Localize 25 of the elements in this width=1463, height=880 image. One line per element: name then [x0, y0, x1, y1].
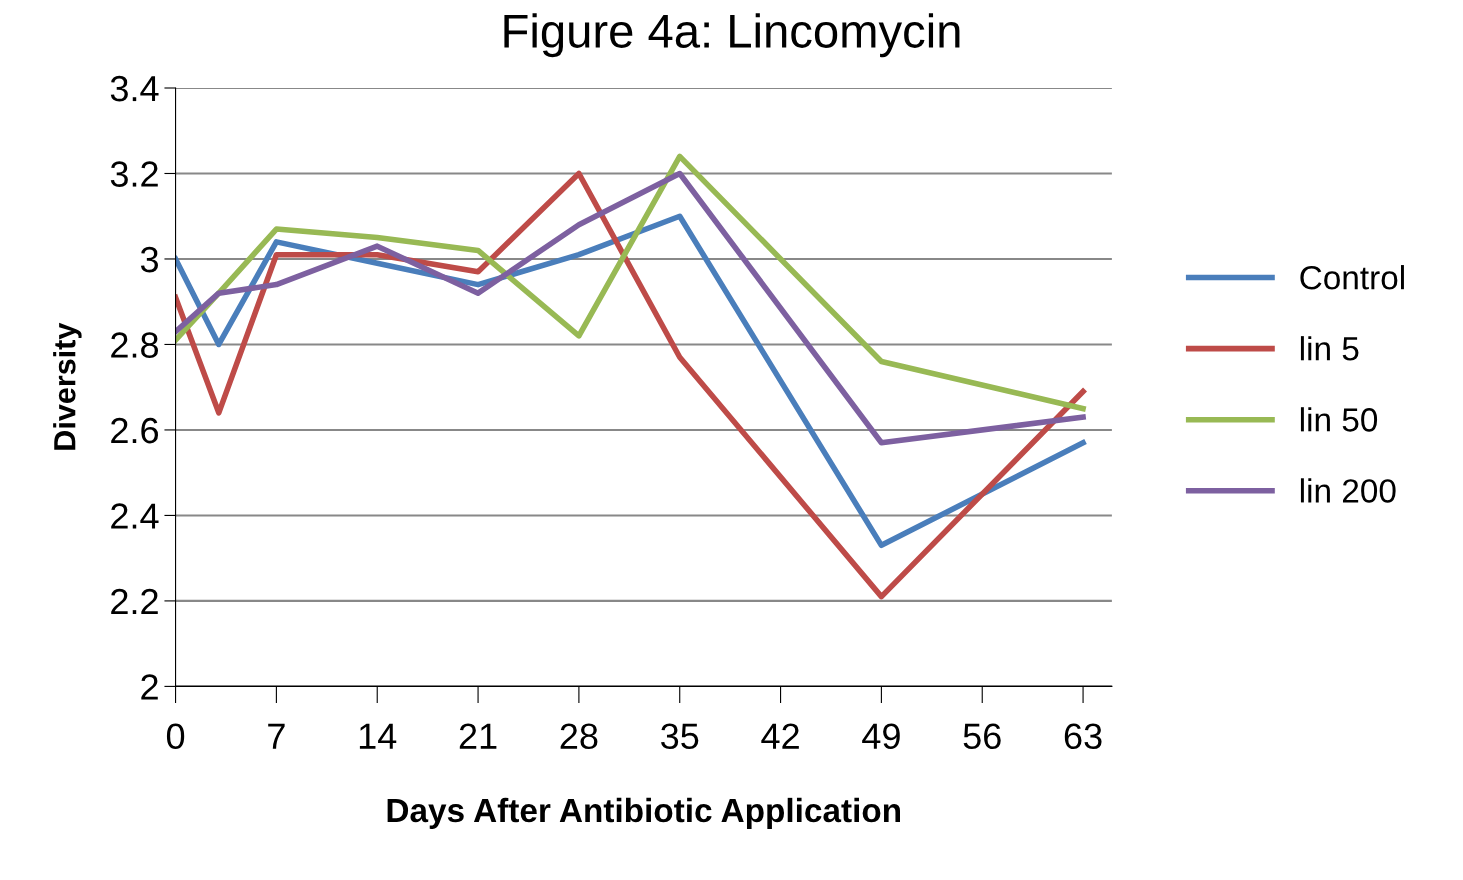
y-axis-title: Diversity [53, 322, 82, 450]
y-tick-label: 2.6 [111, 417, 159, 444]
x-tick-label: 7 [268, 723, 285, 749]
x-tick-label: 0 [166, 723, 185, 750]
y-tick-label: 2 [141, 674, 158, 700]
y-tick-label: 2.4 [111, 503, 159, 529]
y-tick-label: 2.2 [111, 588, 158, 614]
x-tick-label: 63 [1064, 723, 1102, 750]
x-tick-label: 14 [359, 723, 397, 749]
y-tick-label: 2.8 [111, 332, 159, 358]
x-tick-label: 56 [963, 723, 1001, 750]
legend-label: lin 5 [1300, 336, 1359, 361]
y-tick-label: 3 [140, 246, 158, 273]
x-tick-label: 35 [661, 723, 699, 750]
x-tick-label: 49 [862, 723, 900, 750]
x-axis-title: Days After Antibiotic Application [387, 797, 900, 829]
x-tick-label: 28 [560, 723, 598, 750]
chart-title: Figure 4a: Lincomycin [504, 13, 960, 58]
legend-label: lin 200 [1300, 478, 1396, 503]
x-tick-label: 21 [459, 723, 497, 749]
y-tick-label: 3.4 [110, 75, 159, 102]
y-tick-label: 3.2 [110, 161, 158, 187]
legend-label: lin 50 [1300, 407, 1378, 432]
legend-label: Control [1300, 265, 1404, 290]
x-tick-label: 42 [761, 723, 799, 749]
